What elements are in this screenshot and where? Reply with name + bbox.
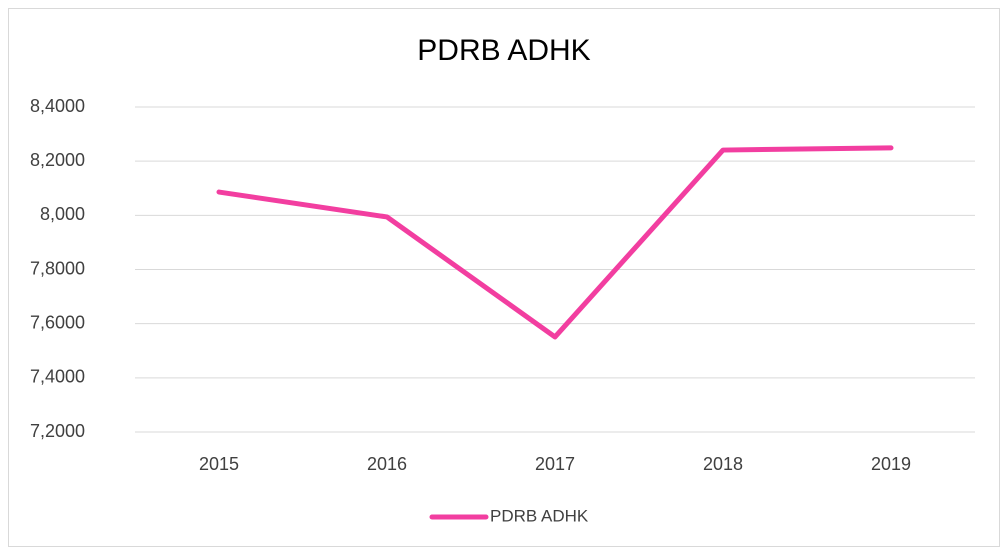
y-tick-label: 8,2000	[30, 150, 85, 170]
y-tick-label: 7,6000	[30, 312, 85, 332]
y-tick-label: 7,8000	[30, 258, 85, 278]
chart-title: PDRB ADHK	[417, 34, 590, 67]
x-tick-label: 2015	[199, 454, 239, 474]
y-tick-label: 8,000	[40, 204, 85, 224]
legend-label: PDRB ADHK	[490, 506, 589, 525]
chart-border	[8, 8, 1000, 547]
x-tick-label: 2016	[367, 454, 407, 474]
x-tick-label: 2019	[871, 454, 911, 474]
x-tick-label: 2017	[535, 454, 575, 474]
data-line	[216, 145, 894, 340]
y-tick-label: 8,4000	[30, 96, 85, 116]
y-tick-label: 7,2000	[30, 421, 85, 441]
x-tick-label: 2018	[703, 454, 743, 474]
y-tick-label: 7,4000	[30, 367, 85, 387]
